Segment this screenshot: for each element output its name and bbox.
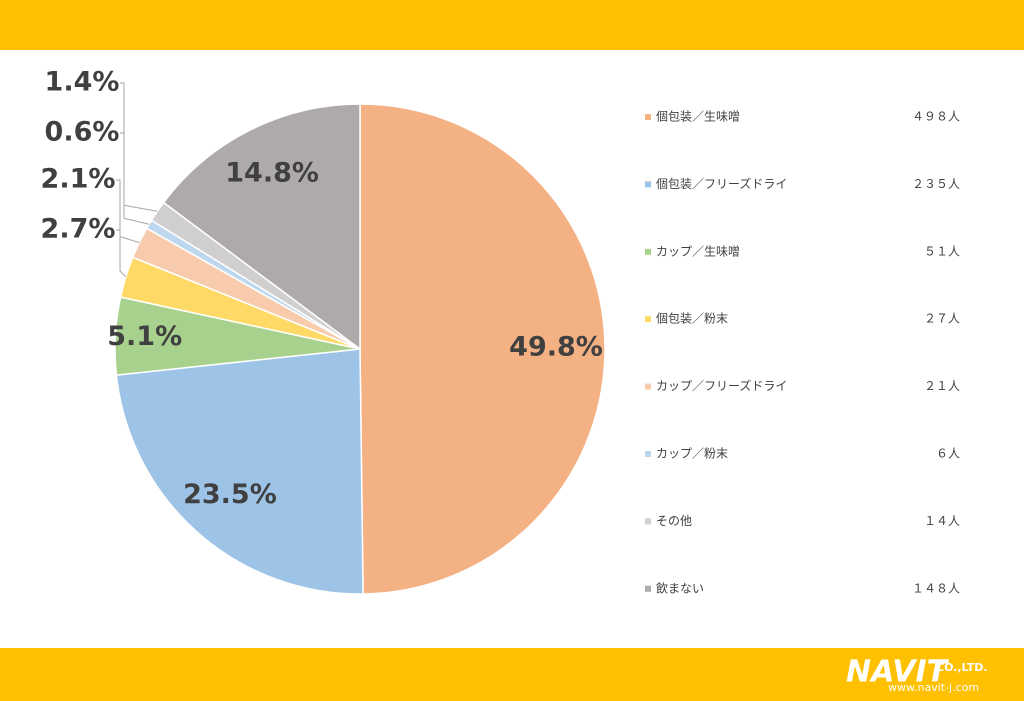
logo-url: www.navit-j.com bbox=[888, 681, 979, 694]
logo-name: NAVIT bbox=[846, 655, 950, 690]
slice-label: 2.1% bbox=[41, 164, 116, 195]
leader-line bbox=[116, 229, 127, 278]
bottom-band bbox=[0, 648, 1024, 701]
legend-count: ４９８人 bbox=[912, 110, 960, 124]
slice-label: 5.1% bbox=[107, 321, 182, 352]
legend-marker bbox=[645, 181, 651, 188]
slice-label: 14.8% bbox=[225, 157, 319, 188]
legend-count: １４人 bbox=[924, 514, 960, 528]
pie-slice bbox=[115, 348, 364, 595]
slice-label: 0.6% bbox=[45, 117, 120, 148]
legend-marker bbox=[645, 114, 651, 120]
legend-label: その他 bbox=[656, 514, 692, 528]
legend-label: カップ／粉末 bbox=[656, 447, 728, 461]
legend-marker bbox=[645, 451, 651, 457]
legend-marker bbox=[645, 316, 651, 323]
legend-label: 個包装／粉末 bbox=[656, 312, 728, 326]
legend-count: ２３５人 bbox=[912, 177, 960, 191]
legend-count: １４８人 bbox=[912, 581, 960, 595]
slice-label: 49.8% bbox=[509, 331, 603, 362]
leader-line bbox=[116, 179, 140, 244]
slice-label: 23.5% bbox=[183, 479, 277, 510]
legend-label: 個包装／フリーズドライ bbox=[656, 176, 787, 191]
legend-count: ５１人 bbox=[924, 244, 960, 258]
legend-label: 飲まない bbox=[656, 580, 704, 595]
leader-line bbox=[120, 82, 158, 212]
pie-slice bbox=[359, 103, 606, 595]
legend-marker bbox=[645, 518, 651, 525]
legend-label: カップ／生味噌 bbox=[656, 244, 740, 258]
legend-label: 個包装／生味噌 bbox=[656, 110, 740, 124]
top-band bbox=[0, 0, 1024, 50]
legend-label: カップ／フリーズドライ bbox=[656, 378, 787, 393]
legend-marker bbox=[645, 248, 651, 255]
legend-count: ６人 bbox=[936, 447, 960, 461]
legend-count: ２１人 bbox=[924, 379, 960, 393]
legend-marker bbox=[645, 383, 651, 390]
legend-marker bbox=[645, 585, 651, 592]
slice-label: 1.4% bbox=[45, 67, 120, 98]
logo-suffix: CO.,LTD. bbox=[936, 661, 988, 674]
legend-count: ２７人 bbox=[924, 312, 960, 326]
pie-slice bbox=[162, 103, 361, 351]
slice-label: 2.7% bbox=[41, 214, 116, 245]
